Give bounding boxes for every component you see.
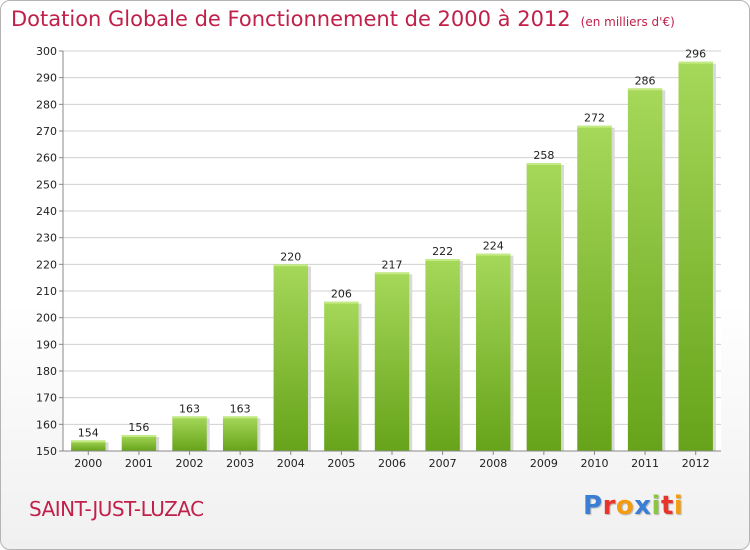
- x-tick-label: 2002: [176, 457, 204, 470]
- x-tick-label: 2004: [277, 457, 305, 470]
- bar: [627, 88, 663, 451]
- y-tick-label: 270: [36, 125, 57, 138]
- bar: [222, 416, 258, 451]
- bar-highlight: [627, 88, 663, 91]
- data-label: 156: [128, 421, 149, 434]
- logo-letter: P: [583, 491, 603, 521]
- x-tick-label: 2007: [429, 457, 457, 470]
- bar: [526, 163, 562, 451]
- bar-highlight: [577, 125, 612, 128]
- logo-letter: i: [651, 491, 661, 521]
- y-tick-label: 280: [36, 98, 57, 111]
- y-tick-label: 230: [36, 232, 57, 245]
- data-label: 154: [78, 426, 99, 439]
- chart-title: Dotation Globale de Fonctionnement de 20…: [11, 7, 675, 31]
- bar: [678, 61, 713, 452]
- bar-highlight: [476, 253, 511, 256]
- bar: [172, 416, 207, 451]
- bar: [476, 253, 511, 451]
- bar: [121, 435, 157, 451]
- axes: [59, 50, 721, 455]
- x-tick-label: 2000: [74, 457, 102, 470]
- labels: 150 160 170 180 190 200 210 220 230 240 250 260 270 2…: [36, 45, 710, 470]
- x-tick-label: 2011: [631, 457, 659, 470]
- bar-highlight: [324, 301, 359, 304]
- x-tick-label: 2003: [226, 457, 254, 470]
- y-tick-label: 150: [36, 445, 57, 458]
- bar: [374, 272, 410, 451]
- bar-highlight: [172, 416, 207, 419]
- y-tick-label: 180: [36, 365, 57, 378]
- y-tick-label: 200: [36, 312, 57, 325]
- y-tick-label: 210: [36, 285, 57, 298]
- data-label: 217: [382, 258, 403, 271]
- bar-highlight: [425, 259, 460, 261]
- y-tick-label: 220: [36, 258, 57, 271]
- bar: [273, 264, 308, 451]
- commune-name: SAINT-JUST-LUZAC: [29, 497, 204, 521]
- bar-highlight: [273, 264, 308, 267]
- x-tick-label: 2009: [530, 457, 558, 470]
- x-tick-label: 2006: [378, 457, 406, 470]
- data-label: 206: [331, 288, 352, 301]
- bar-highlight: [678, 61, 713, 64]
- bar-highlight: [222, 416, 258, 419]
- chart-subtitle: (en milliers d'€): [580, 15, 675, 29]
- logo-letter: x: [634, 491, 652, 521]
- data-label: 163: [179, 402, 200, 415]
- logo-letter: o: [615, 491, 635, 521]
- bar-highlight: [526, 163, 562, 165]
- y-tick-label: 300: [36, 45, 57, 58]
- x-tick-label: 2010: [580, 457, 608, 470]
- bar: [577, 125, 612, 452]
- y-tick-label: 250: [36, 178, 57, 191]
- data-label: 222: [432, 245, 453, 258]
- data-label: 286: [635, 74, 656, 87]
- bars: [71, 61, 716, 452]
- x-tick-label: 2008: [479, 457, 507, 470]
- bar: [425, 259, 460, 451]
- x-tick-label: 2012: [682, 457, 710, 470]
- data-label: 163: [230, 402, 251, 415]
- bar: [71, 440, 106, 451]
- logo-letter: r: [602, 491, 616, 521]
- bar: [324, 301, 359, 451]
- bar-highlight: [71, 440, 106, 443]
- chart-title-text: Dotation Globale de Fonctionnement de 20…: [11, 7, 571, 31]
- y-tick-label: 260: [36, 152, 57, 165]
- y-tick-label: 170: [36, 392, 57, 405]
- data-label: 296: [685, 48, 706, 61]
- x-tick-label: 2005: [327, 457, 355, 470]
- y-tick-label: 160: [36, 418, 57, 431]
- logo-letter: t: [660, 491, 674, 521]
- bar-highlight: [121, 435, 157, 437]
- y-tick-label: 240: [36, 205, 57, 218]
- logo-letter: i: [673, 491, 684, 521]
- proxiti-logo: Proxiti: [583, 491, 683, 521]
- y-tick-label: 190: [36, 338, 57, 351]
- data-label: 258: [533, 149, 554, 162]
- data-label: 272: [584, 112, 605, 125]
- x-tick-label: 2001: [125, 457, 153, 470]
- data-label: 220: [280, 250, 301, 263]
- y-tick-label: 290: [36, 72, 57, 85]
- bar-highlight: [374, 272, 410, 275]
- data-label: 224: [483, 240, 504, 253]
